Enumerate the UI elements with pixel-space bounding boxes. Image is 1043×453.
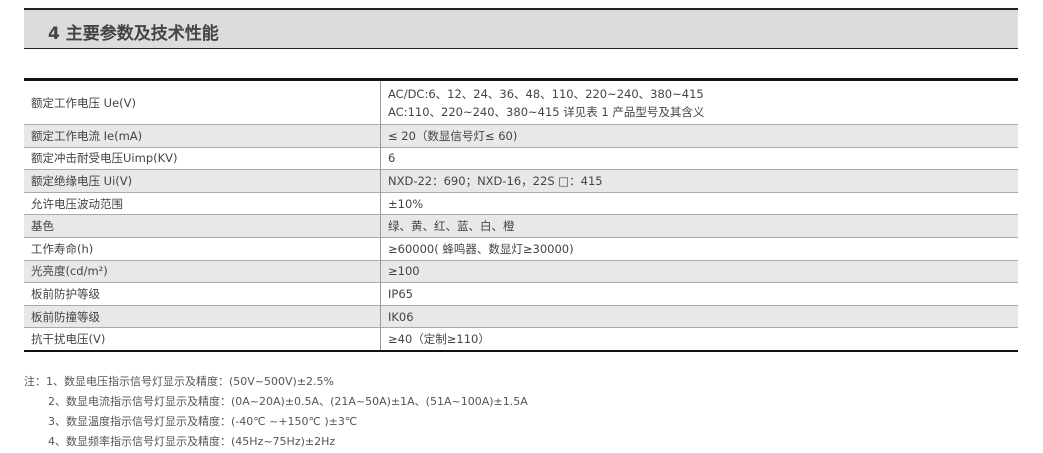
table-row: 允许电压波动范围 ±10% [24, 192, 1018, 216]
value-line: 绿、黄、红、蓝、白、橙 [388, 219, 515, 234]
param-label: 额定工作电流 Ie(mA) [24, 124, 381, 148]
note-2: 2、数显电流指示信号灯显示及精度：(0A~20A)±0.5A、(21A~50A)… [48, 395, 528, 408]
param-label: 额定绝缘电压 Ui(V) [24, 169, 381, 193]
table-row: 抗干扰电压(V) ≥40（定制≥110） [24, 327, 1018, 352]
value-line: IK06 [388, 309, 414, 324]
param-value: AC/DC:6、12、24、36、48、110、220~240、380~415 A… [380, 79, 1018, 125]
note-3: 3、数显温度指示信号灯显示及精度：(-40℃ ~+150℃ )±3℃ [48, 415, 358, 428]
spec-table: 额定工作电压 Ue(V) AC/DC:6、12、24、36、48、110、220~… [24, 78, 1018, 352]
value-line: 6 [388, 151, 396, 166]
param-value: 绿、黄、红、蓝、白、橙 [380, 214, 1018, 238]
param-value: IK06 [380, 305, 1018, 329]
param-label: 允许电压波动范围 [24, 192, 381, 216]
table-row: 工作寿命(h) ≥60000( 蜂鸣器、数显灯≥30000) [24, 237, 1018, 261]
notes: 注：1、数显电压指示信号灯显示及精度：(50V~500V)±2.5% 2、数显电… [24, 372, 528, 452]
param-label: 额定工作电压 Ue(V) [24, 79, 381, 125]
table-row: 光亮度(cd/m²) ≥100 [24, 260, 1018, 284]
param-label: 工作寿命(h) [24, 237, 381, 261]
param-label: 板前防撞等级 [24, 305, 381, 329]
param-value: ≥40（定制≥110） [380, 327, 1018, 352]
value-line: IP65 [388, 286, 413, 301]
table-row: 板前防撞等级 IK06 [24, 305, 1018, 329]
value-line: AC:110、220~240、380~415 详见表 1 产品型号及其含义 [388, 104, 705, 119]
table-row: 额定冲击耐受电压Uimp(KV) 6 [24, 147, 1018, 171]
table-row: 额定绝缘电压 Ui(V) NXD-22：690；NXD-16，22S □：415 [24, 169, 1018, 193]
value-line: ≥60000( 蜂鸣器、数显灯≥30000) [388, 241, 574, 256]
note-4: 4、数显频率指示信号灯显示及精度：(45Hz~75Hz)±2Hz [48, 435, 336, 448]
table-row: 额定工作电压 Ue(V) AC/DC:6、12、24、36、48、110、220~… [24, 79, 1018, 125]
table-row: 额定工作电流 Ie(mA) ≤ 20（数显信号灯≤ 60) [24, 124, 1018, 148]
param-value: IP65 [380, 282, 1018, 306]
param-label: 额定冲击耐受电压Uimp(KV) [24, 147, 381, 171]
param-label: 板前防护等级 [24, 282, 381, 306]
param-label: 抗干扰电压(V) [24, 327, 381, 352]
param-value: ≥100 [380, 260, 1018, 284]
param-label: 基色 [24, 214, 381, 238]
section-header: 4 主要参数及技术性能 [24, 8, 1018, 49]
value-line: NXD-22：690；NXD-16，22S □：415 [388, 173, 603, 188]
section-title: 4 主要参数及技术性能 [48, 24, 219, 44]
param-value: ≥60000( 蜂鸣器、数显灯≥30000) [380, 237, 1018, 261]
value-line: AC/DC:6、12、24、36、48、110、220~240、380~415 [388, 86, 704, 101]
note-1: 注：1、数显电压指示信号灯显示及精度：(50V~500V)±2.5% [24, 375, 335, 388]
value-line: ≤ 20（数显信号灯≤ 60) [388, 128, 518, 143]
value-line: ≥100 [388, 264, 420, 279]
value-line: ≥40（定制≥110） [388, 332, 490, 347]
table-row: 基色 绿、黄、红、蓝、白、橙 [24, 214, 1018, 238]
param-value: ±10% [380, 192, 1018, 216]
param-label: 光亮度(cd/m²) [24, 260, 381, 284]
table-row: 板前防护等级 IP65 [24, 282, 1018, 306]
param-value: ≤ 20（数显信号灯≤ 60) [380, 124, 1018, 148]
param-value: NXD-22：690；NXD-16，22S □：415 [380, 169, 1018, 193]
value-line: ±10% [388, 196, 424, 211]
param-value: 6 [380, 147, 1018, 171]
